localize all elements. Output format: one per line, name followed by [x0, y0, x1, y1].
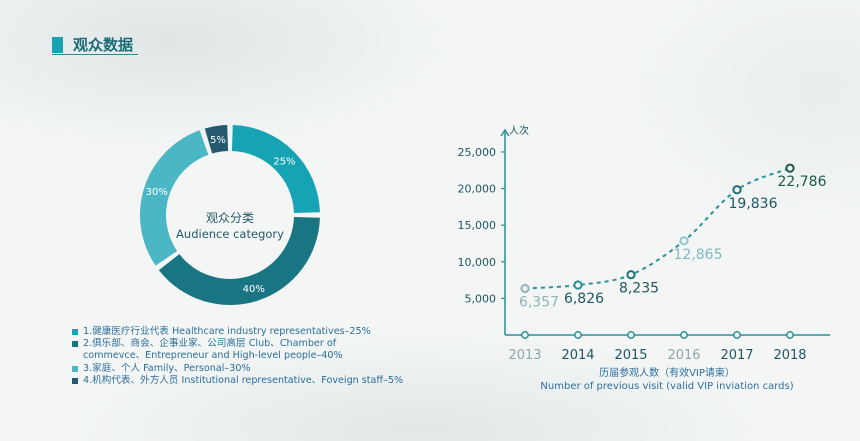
section-header: 观众数据	[52, 34, 133, 55]
donut-slice-label: 30%	[146, 187, 168, 198]
visitors-series-line	[524, 167, 791, 290]
y-tick-label: 20,000	[458, 183, 497, 196]
donut-slice-label: 5%	[210, 135, 226, 146]
data-label: 19,836	[729, 196, 778, 212]
x-tick-label: 2017	[720, 348, 753, 363]
donut-slice	[204, 125, 229, 154]
x-tick-marker	[786, 331, 794, 339]
data-point	[732, 185, 742, 195]
legend-swatch	[72, 329, 78, 335]
data-label: 6,826	[564, 291, 604, 307]
caption-zh: 历届参观人数（有效VIP请柬）	[599, 368, 735, 379]
legend-label: 3.家庭、个人 Family、Personal–30%	[83, 362, 251, 374]
y-tick-label: 15,000	[458, 219, 497, 232]
legend-item: 4.机构代表、外方人员 Institutional representative…	[72, 375, 403, 387]
donut-legend: 1.健康医疗行业代表 Healthcare industry represent…	[72, 326, 403, 387]
legend-swatch	[72, 365, 78, 372]
data-point	[626, 270, 636, 280]
data-label: 6,357	[519, 294, 559, 310]
header-marker	[52, 36, 63, 53]
audience-donut-chart: 25% 40% 30% 5%	[140, 125, 320, 305]
x-tick-label: 2016	[667, 348, 700, 363]
legend-item: 2.俱乐部、商会、企事业家、公司高层 Club、Chamber of comme…	[72, 338, 403, 362]
data-label: 8,235	[619, 281, 659, 297]
legend-label: 1.健康医疗行业代表 Healthcare industry represent…	[83, 326, 371, 337]
data-point	[573, 280, 583, 290]
donut-center-zh: 观众分类	[205, 211, 254, 225]
header-underline	[52, 54, 138, 55]
x-tick-label: 2018	[773, 348, 806, 363]
page-title: 观众数据	[73, 36, 134, 54]
legend-swatch	[72, 377, 78, 384]
x-tick-label: 2015	[614, 348, 647, 363]
data-label: 12,865	[674, 247, 723, 263]
donut-slice	[231, 125, 320, 214]
x-tick-marker	[733, 331, 741, 339]
x-tick-label: 2013	[508, 348, 541, 363]
donut-slice-label: 40%	[243, 284, 265, 295]
data-point	[520, 283, 530, 294]
x-tick-marker	[521, 331, 529, 339]
donut-center-label: 观众分类 Audience category	[160, 210, 300, 242]
x-tick-marker	[627, 331, 635, 339]
legend-label: 4.机构代表、外方人员 Institutional representative…	[83, 374, 404, 386]
donut-slice	[140, 130, 209, 266]
donut-center-en: Audience category	[176, 227, 284, 241]
x-tick-marker	[574, 331, 582, 339]
y-tick-label: 10,000	[458, 256, 497, 269]
legend-item: 3.家庭、个人 Family、Personal–30%	[72, 363, 403, 375]
data-label: 22,786	[778, 174, 827, 190]
data-point	[785, 163, 795, 173]
x-tick-marker	[680, 331, 688, 339]
legend-item: 1.健康医疗行业代表 Healthcare industry represent…	[72, 326, 403, 338]
legend-label: 2.俱乐部、商会、企事业家、公司高层 Club、Chamber of comme…	[83, 338, 343, 362]
line-chart-caption: 历届参观人数（有效VIP请柬） Number of previous visit…	[520, 367, 814, 393]
y-tick-label: 5,000	[465, 292, 497, 305]
y-axis-label: 人次	[509, 124, 529, 137]
y-axis-arrow	[500, 128, 510, 137]
legend-swatch	[72, 341, 78, 348]
y-tick-label: 25,000	[458, 146, 497, 159]
data-point	[679, 236, 689, 246]
donut-slice-label: 25%	[273, 157, 295, 168]
donut-slice	[158, 216, 320, 305]
x-tick-label: 2014	[561, 348, 594, 363]
visitors-line-chart: 人次 5,000 10,000 15,000 20,000 25,000 2013 2014 2…	[458, 124, 830, 363]
caption-en: Number of previous visit (valid VIP invi…	[540, 381, 794, 392]
